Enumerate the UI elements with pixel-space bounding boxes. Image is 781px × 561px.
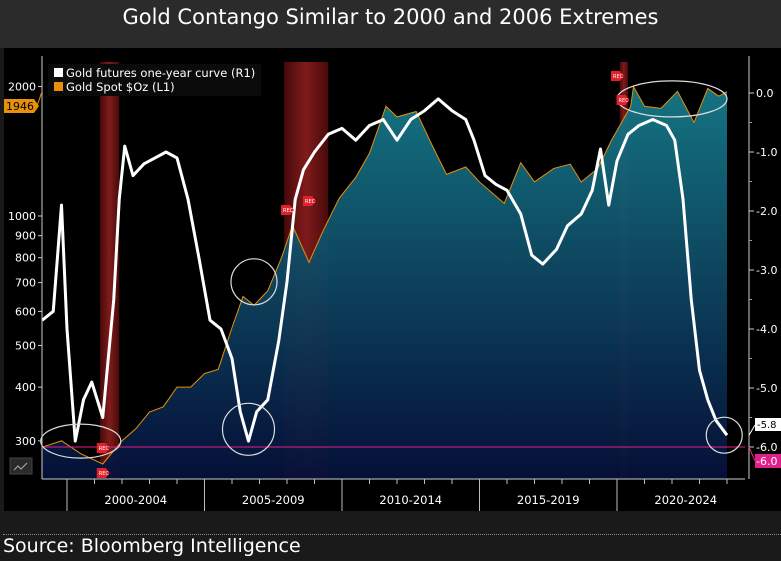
x-tick-label: 2015-2019: [517, 493, 580, 507]
rec-marker-label: REC: [619, 98, 630, 104]
left-tick-label: 400: [15, 381, 36, 394]
curve-last-value: -5.8: [757, 420, 777, 431]
left-tick-label: 1000: [8, 210, 36, 223]
rec-marker: [303, 196, 316, 206]
gold-spot-line: [42, 85, 728, 465]
left-tick-label: 500: [15, 339, 36, 352]
legend-entry-curve: Gold futures one-year curve (R1): [54, 66, 255, 80]
legend: Gold futures one-year curve (R1) Gold Sp…: [48, 64, 262, 96]
right-tick-label: -4.0: [756, 323, 777, 336]
rec-marker-label: REC: [99, 471, 110, 477]
chart-title: Gold Contango Similar to 2000 and 2006 E…: [0, 0, 781, 48]
rec-marker: [96, 443, 110, 453]
futures-curve-line: [41, 97, 729, 443]
annotation-circle: [230, 258, 278, 306]
left-tick-label: 300: [15, 435, 36, 448]
rec-marker-label: REC: [283, 208, 294, 214]
left-tick-label: 700: [15, 277, 36, 290]
rec-marker: [281, 205, 294, 215]
x-tick-label: 2020-2024: [654, 493, 717, 507]
legend-swatch-white: [54, 68, 63, 77]
chart-type-button: [9, 457, 33, 475]
right-tick-label: -5.0: [756, 382, 777, 395]
reference-tag-leader: [748, 446, 756, 462]
spot-last-value-tag: [4, 99, 39, 113]
chart-svg: REC REC REC REC REC REC 300 400 500 600 700 800 900 1…: [4, 56, 781, 511]
right-tick-label: -1.0: [756, 146, 777, 159]
left-tick-label: 800: [15, 252, 36, 265]
right-tick-label: -3.0: [756, 264, 777, 277]
legend-swatch-orange: [54, 82, 63, 91]
gold-spot-area: [42, 86, 727, 479]
spot-last-value: 1946: [6, 100, 34, 113]
rec-marker-label: REC: [99, 446, 110, 452]
x-tick-label: 2000-2004: [104, 493, 167, 507]
rec-marker: [611, 71, 624, 81]
right-tick-label: -6.0: [756, 441, 777, 454]
chart-area: REC REC REC REC REC REC 300 400 500 600 700 800 900 1…: [4, 48, 781, 511]
legend-entry-spot: Gold Spot $Oz (L1): [54, 80, 255, 94]
reference-value: -6.0: [756, 455, 777, 468]
line-chart-icon: [13, 462, 28, 471]
recession-bar: [100, 62, 120, 479]
left-tick-label: 2000: [8, 81, 36, 94]
rec-marker-label: REC: [305, 199, 316, 205]
source-note: Source: Bloomberg Intelligence: [3, 534, 781, 557]
reference-value-tag: [755, 454, 781, 468]
left-tick-label: 900: [15, 230, 36, 243]
left-tick-label: 600: [15, 305, 36, 318]
curve-last-value-tag: [755, 418, 781, 431]
annotation-circle: [221, 402, 276, 456]
spot-tag-leader: [36, 91, 43, 107]
rec-marker: [616, 95, 630, 105]
rec-marker-label: REC: [613, 74, 624, 80]
rec-marker: [96, 468, 110, 478]
x-tick-label: 2005-2009: [242, 493, 305, 507]
annotation-circle: [705, 416, 743, 454]
curve-tag-leader: [748, 424, 756, 436]
right-tick-label: -2.0: [756, 205, 777, 218]
right-tick-label: 0.0: [756, 87, 774, 100]
x-tick-label: 2010-2014: [379, 493, 442, 507]
